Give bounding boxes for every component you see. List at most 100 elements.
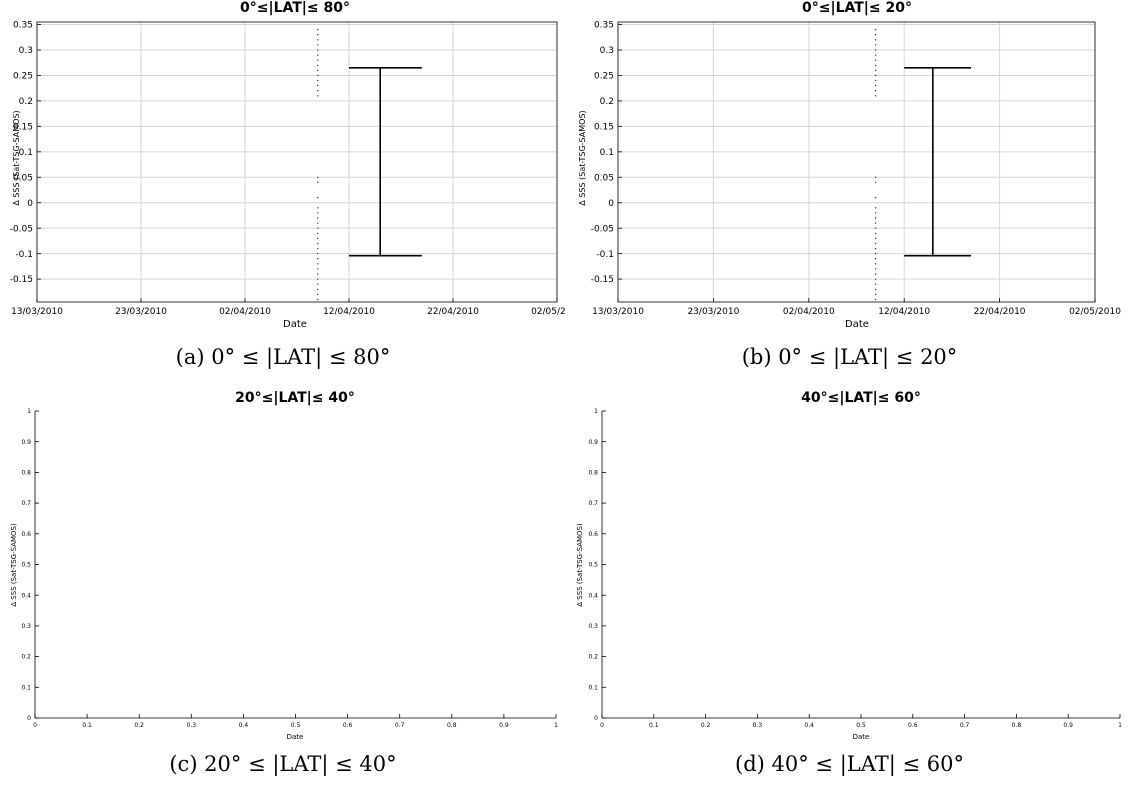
scatter-point (874, 74, 877, 77)
scatter-point (874, 64, 877, 66)
panel-a-plot-area: -0.15 -0.1 -0.05 0 0.05 0.1 0.15 0.2 0.25 0.3 0.35… (10, 21, 566, 317)
scatter-point (874, 69, 877, 72)
y-tick-label: 0.3 (21, 623, 31, 630)
x-tick-label: 12/04/2010 (323, 307, 375, 317)
scatter-point (874, 227, 877, 229)
y-tick-label: 0.1 (21, 684, 31, 691)
panel-a-chart: 0°≤|LAT|≤ 80° -0.15 -0.1 -0.05 0 0.05 0.1 0.15… (10, 0, 566, 330)
y-tick-label: -0.15 (591, 275, 614, 285)
y-tick-label: 0.15 (13, 123, 33, 133)
x-tick-label: 0.6 (343, 722, 353, 729)
scatter-point (317, 90, 319, 92)
scatter-point (317, 278, 319, 280)
x-tick-label: 12/04/2010 (878, 307, 930, 317)
scatter-point (317, 28, 319, 31)
panel-b-chart: 0°≤|LAT|≤ 20° -0.15 -0.1 -0.05 0 0.05 0.1 0.15… (578, 0, 1121, 330)
y-tick-label: 0.3 (588, 623, 598, 630)
y-tick-label: 0.7 (588, 500, 598, 507)
x-tick-label: 1 (1118, 722, 1122, 729)
x-tick-label: 0.5 (291, 722, 301, 729)
x-tick-label: 02/04/2010 (783, 307, 835, 317)
scatter-point (874, 237, 877, 240)
scatter-point (874, 268, 877, 270)
scatter-point (317, 298, 319, 301)
y-tick-label: 1 (594, 408, 598, 415)
scatter-point (317, 74, 319, 77)
panel-b-ylabel: Δ SSS (Sat-TSG-SAMOS) (578, 110, 587, 205)
scatter-point (317, 54, 319, 56)
caption-c: (c) 20° ≤ |LAT| ≤ 40° (169, 752, 397, 776)
panel-d-ylabel: Δ SSS (Sat-TSG-SAMOS) (576, 523, 584, 607)
scatter-point (317, 59, 319, 61)
y-tick-label: 0.35 (594, 21, 614, 31)
scatter-point (317, 39, 319, 41)
y-tick-label: 0.8 (588, 470, 598, 477)
x-tick-label: 22/04/2010 (427, 307, 479, 317)
y-tick-label: 0.2 (588, 654, 598, 661)
y-tick-label: -0.05 (591, 224, 614, 234)
y-tick-label: 0.25 (594, 72, 614, 82)
panel-d-chart: 40°≤|LAT|≤ 60° 0 0.1 0.2 0.3 0.4 0.5 0.6 0.7 0.8… (576, 390, 1122, 741)
y-tick-label: 1 (27, 408, 31, 415)
scatter-point (874, 79, 877, 82)
x-tick-label: 0.7 (960, 722, 970, 729)
panel-d-xlabel: Date (853, 733, 870, 741)
x-tick-label: 02/04/2010 (219, 307, 271, 317)
x-tick-label: 02/05/2010 (531, 307, 566, 317)
x-tick-label: 0.1 (82, 722, 92, 729)
x-tick-label: 0.2 (701, 722, 711, 729)
scatter-point (317, 34, 319, 36)
scatter-point (317, 212, 319, 214)
y-tick-label: 0.9 (21, 439, 31, 446)
scatter-point (874, 293, 877, 296)
panel-a-ylabel: Δ SSS (Sat-TSG-SAMOS) (12, 110, 21, 205)
scatter-point (317, 232, 319, 234)
y-tick-label: 0 (608, 199, 614, 209)
y-tick-label: 0 (27, 199, 33, 209)
x-tick-label: 13/03/2010 (11, 307, 63, 317)
scatter-point (874, 258, 877, 260)
scatter-point (317, 242, 319, 245)
x-tick-label: 0.1 (649, 722, 659, 729)
y-tick-label: 0 (594, 715, 598, 722)
y-tick-label: 0.3 (600, 46, 614, 56)
scatter-point (317, 293, 319, 296)
scatter-point (874, 176, 877, 178)
scatter-point (874, 288, 877, 290)
axes-frame (617, 21, 1096, 303)
x-tick-label: 22/04/2010 (974, 307, 1026, 317)
panel-d-title: 40°≤|LAT|≤ 60° (801, 390, 921, 406)
y-tick-label: 0.25 (13, 72, 33, 82)
scatter-point (317, 44, 319, 46)
x-tick-label: 0.8 (1012, 722, 1022, 729)
scatter-point (317, 227, 319, 229)
y-tick-label: 0.35 (13, 21, 33, 31)
scatter-point (874, 59, 877, 61)
scatter-point (874, 39, 877, 41)
scatter-point (874, 181, 877, 184)
x-tick-label: 0.5 (856, 722, 866, 729)
scatter-point (874, 84, 877, 87)
y-tick-label: 0.3 (19, 46, 33, 56)
scatter-point (317, 288, 319, 290)
y-tick-label: 0.4 (588, 592, 598, 599)
y-tick-label: 0.2 (21, 654, 31, 661)
scatter-point (874, 49, 877, 51)
scatter-point (874, 212, 877, 214)
y-tick-label: -0.1 (596, 250, 614, 260)
y-tick-label: 0.2 (600, 97, 614, 107)
x-tick-label: 0.7 (395, 722, 405, 729)
y-tick-label: 0.15 (594, 123, 614, 133)
y-tick-label: 0.1 (19, 148, 33, 158)
scatter-point (874, 54, 877, 56)
x-tick-label: 0.9 (499, 722, 509, 729)
x-tick-label: 0.8 (447, 722, 457, 729)
scatter-point (874, 278, 877, 280)
scatter-point (874, 34, 877, 36)
y-tick-label: 0.05 (13, 173, 33, 183)
scatter-point (874, 28, 877, 31)
scatter-point (317, 263, 319, 265)
scatter-point (317, 196, 319, 199)
x-tick-label: 13/03/2010 (592, 307, 644, 317)
caption-a: (a) 0° ≤ |LAT| ≤ 80° (175, 345, 391, 369)
